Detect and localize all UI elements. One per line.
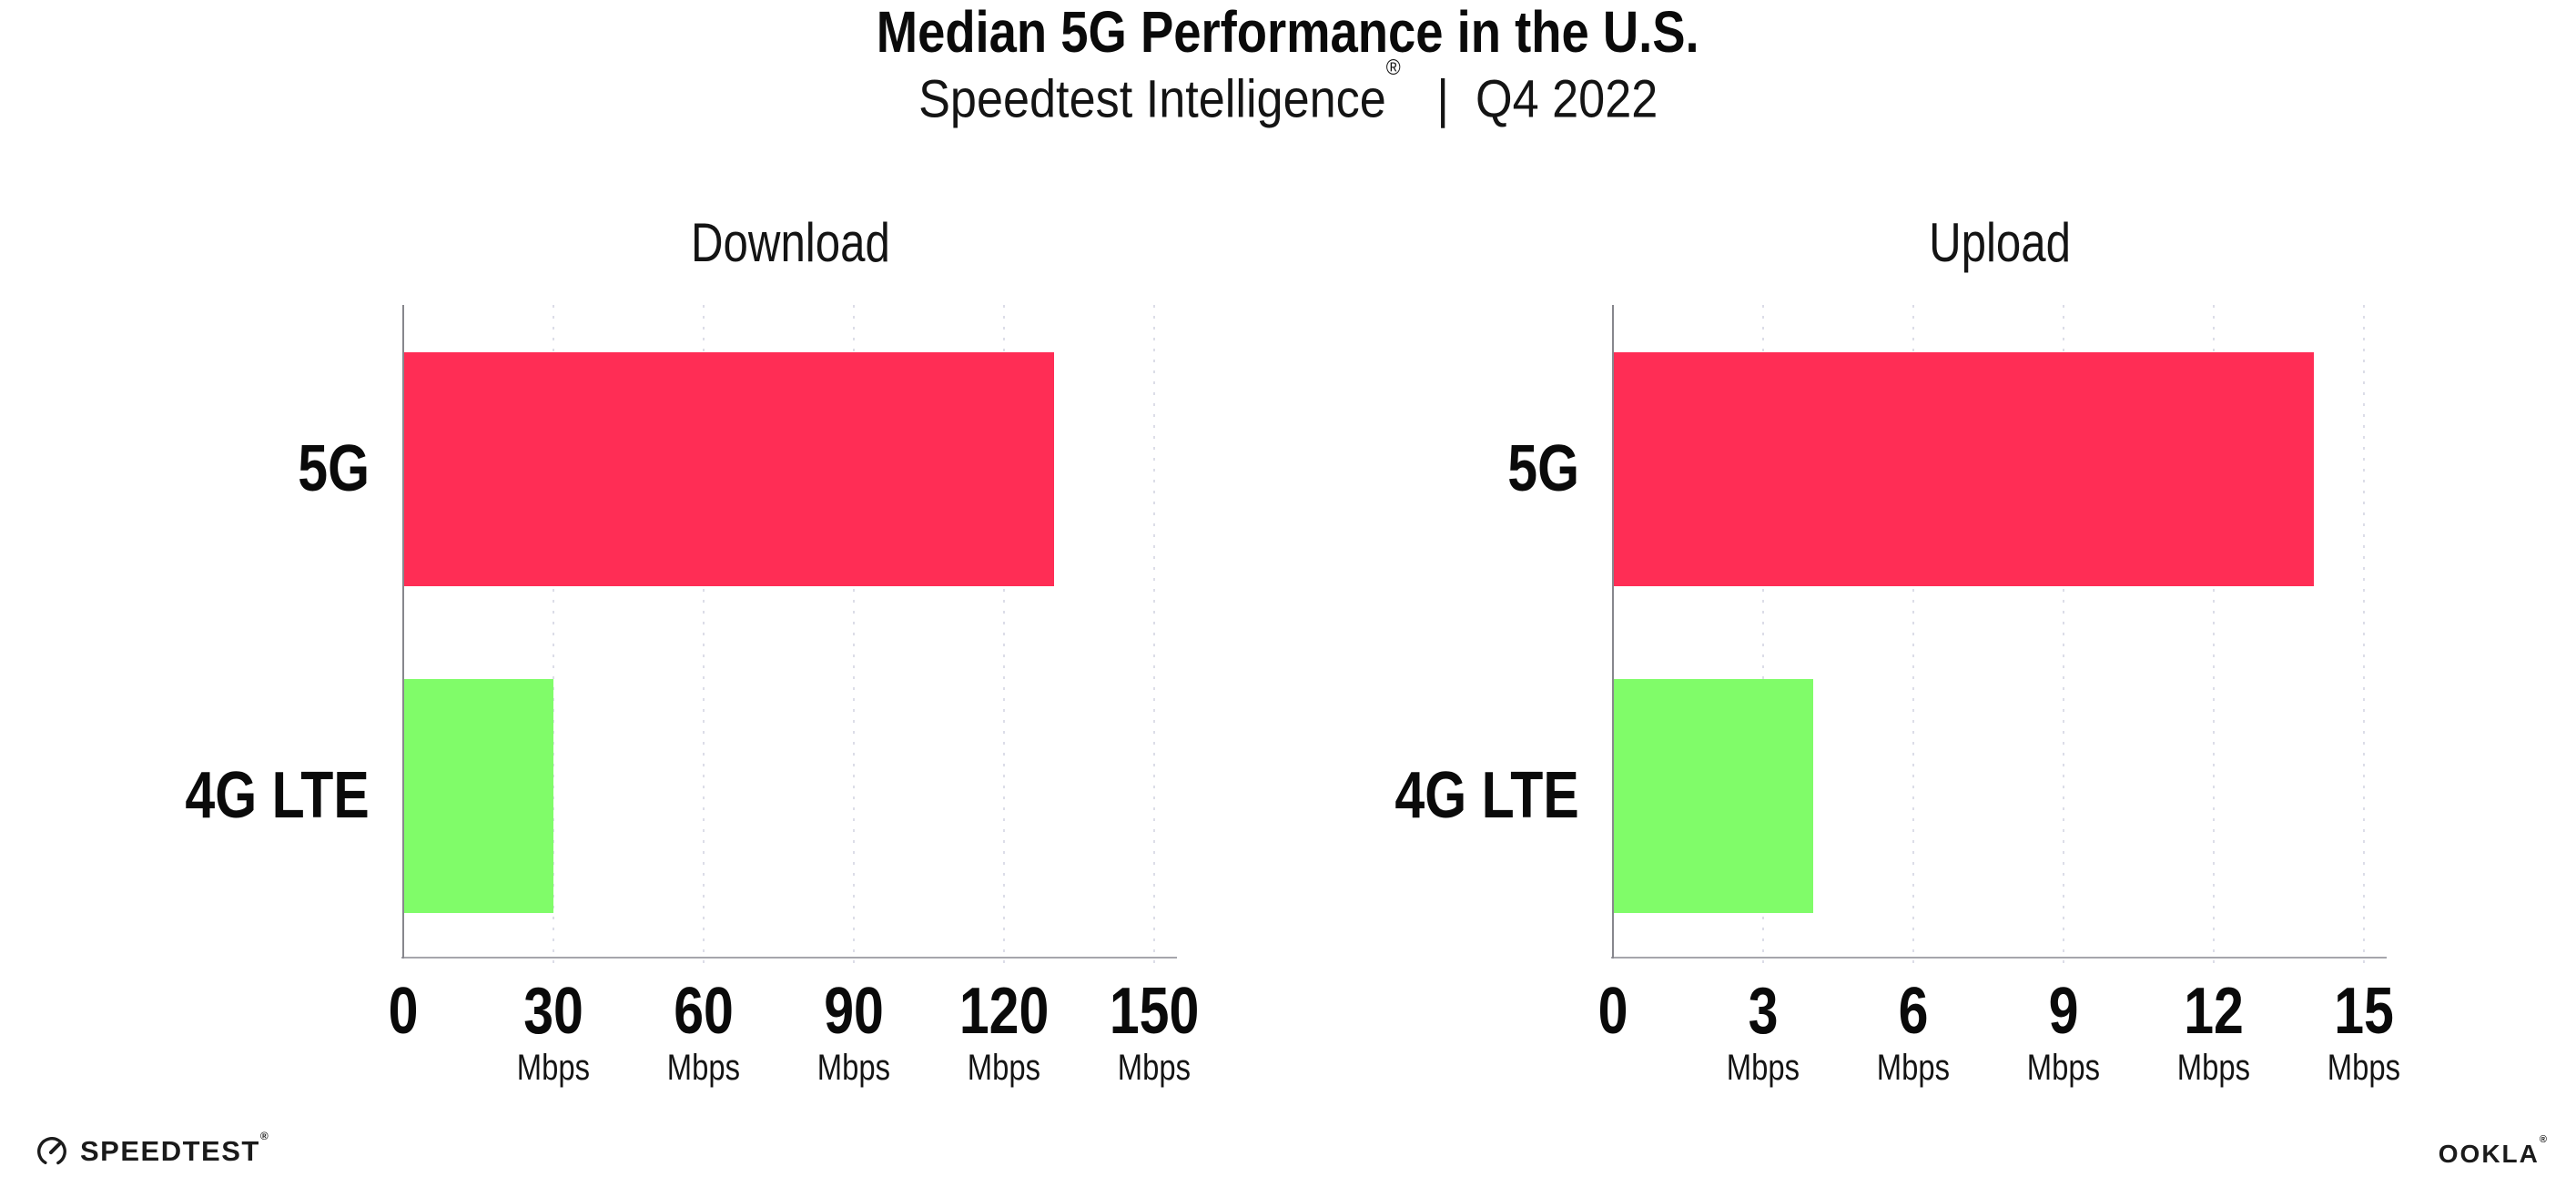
category-label-4g-lte: 4G LTE xyxy=(185,759,370,832)
x-tick-3: 3 Mbps xyxy=(1672,977,1854,1088)
x-tick-0: 0 xyxy=(1522,977,1704,1046)
report-header: Median 5G Performance in the U.S. Speedt… xyxy=(0,0,2576,127)
registered-mark: ® xyxy=(1385,56,1401,80)
ookla-logo: OOKLA® xyxy=(2438,1134,2547,1169)
x-tick-unit: Mbps xyxy=(2026,1048,2101,1088)
ookla-registered-mark: ® xyxy=(2539,1133,2547,1145)
x-tick-value: 12 xyxy=(2184,975,2244,1048)
page-subtitle: Speedtest Intelligence® | Q4 2022 xyxy=(0,56,2576,129)
gridline-6 xyxy=(1912,305,1914,969)
gridline-9 xyxy=(2063,305,2064,969)
x-tick-value: 30 xyxy=(523,975,583,1048)
speedtest-registered-mark: ® xyxy=(259,1129,269,1142)
gridline-120 xyxy=(1003,305,1005,969)
page-title: Median 5G Performance in the U.S. xyxy=(877,0,1699,65)
x-tick-unit: Mbps xyxy=(666,1048,741,1088)
speedtest-wordmark: SPEEDTEST® xyxy=(80,1129,269,1167)
y-axis-line xyxy=(1612,305,1614,959)
subtitle-period: | Q4 2022 xyxy=(1436,69,1658,129)
x-tick-12: 12 Mbps xyxy=(2123,977,2305,1088)
subtitle-divider xyxy=(1401,69,1437,128)
category-label-4g-lte: 4G LTE xyxy=(1394,759,1579,832)
gridline-30 xyxy=(553,305,554,969)
x-tick-0: 0 xyxy=(312,977,494,1046)
x-tick-value: 9 xyxy=(2048,975,2079,1048)
gridline-15 xyxy=(2363,305,2365,969)
x-tick-value: 0 xyxy=(1597,975,1628,1048)
gridline-60 xyxy=(703,305,705,969)
gridline-150 xyxy=(1153,305,1155,969)
download-chart-title: Download xyxy=(691,212,890,273)
upload-chart-title: Upload xyxy=(1929,212,2072,273)
gridline-12 xyxy=(2213,305,2215,969)
x-tick-60: 60 Mbps xyxy=(613,977,795,1088)
gridline-90 xyxy=(853,305,855,969)
download-chart: Download 5G 4G LTE 0 30 Mbps 60 Mbps 90 Mbps 120 M… xyxy=(186,214,1200,1089)
x-axis-line xyxy=(1611,957,2387,959)
x-tick-value: 150 xyxy=(1109,975,1200,1048)
x-tick-unit: Mbps xyxy=(816,1048,891,1088)
x-tick-unit: Mbps xyxy=(967,1048,1041,1088)
x-tick-unit: Mbps xyxy=(516,1048,591,1088)
x-tick-value: 0 xyxy=(388,975,419,1048)
x-tick-unit: Mbps xyxy=(1726,1048,1800,1088)
x-tick-value: 3 xyxy=(1748,975,1779,1048)
speedtest-logo: SPEEDTEST® xyxy=(35,1129,269,1169)
x-tick-unit: Mbps xyxy=(2176,1048,2251,1088)
x-tick-value: 90 xyxy=(824,975,884,1048)
subtitle-brand: Speedtest Intelligence xyxy=(918,69,1386,129)
x-tick-30: 30 Mbps xyxy=(462,977,644,1088)
bar-5g xyxy=(1613,352,2314,586)
x-tick-value: 60 xyxy=(674,975,734,1048)
ookla-wordmark: OOKLA xyxy=(2438,1140,2540,1168)
x-tick-unit: Mbps xyxy=(1876,1048,1951,1088)
gridline-3 xyxy=(1762,305,1764,969)
x-tick-value: 120 xyxy=(958,975,1050,1048)
bar-4g-lte xyxy=(1613,679,1813,913)
x-tick-unit: Mbps xyxy=(1117,1048,1192,1088)
category-label-5g: 5G xyxy=(298,432,370,505)
bar-4g-lte xyxy=(403,679,553,913)
x-tick-120: 120 Mbps xyxy=(913,977,1095,1088)
x-tick-150: 150 Mbps xyxy=(1063,977,1245,1088)
x-tick-6: 6 Mbps xyxy=(1822,977,2004,1088)
x-tick-9: 9 Mbps xyxy=(1973,977,2155,1088)
x-tick-15: 15 Mbps xyxy=(2273,977,2455,1088)
x-tick-value: 15 xyxy=(2334,975,2394,1048)
upload-chart: Upload 5G 4G LTE 0 3 Mbps 6 Mbps 9 Mbps 12 Mbps 15 M… xyxy=(1395,214,2400,1089)
speedtest-gauge-icon xyxy=(37,1137,66,1166)
y-axis-line xyxy=(402,305,404,959)
bar-5g xyxy=(403,352,1054,586)
x-tick-90: 90 Mbps xyxy=(763,977,945,1088)
x-tick-value: 6 xyxy=(1898,975,1929,1048)
x-tick-unit: Mbps xyxy=(2327,1048,2401,1088)
category-label-5g: 5G xyxy=(1507,432,1579,505)
x-axis-line xyxy=(401,957,1177,959)
